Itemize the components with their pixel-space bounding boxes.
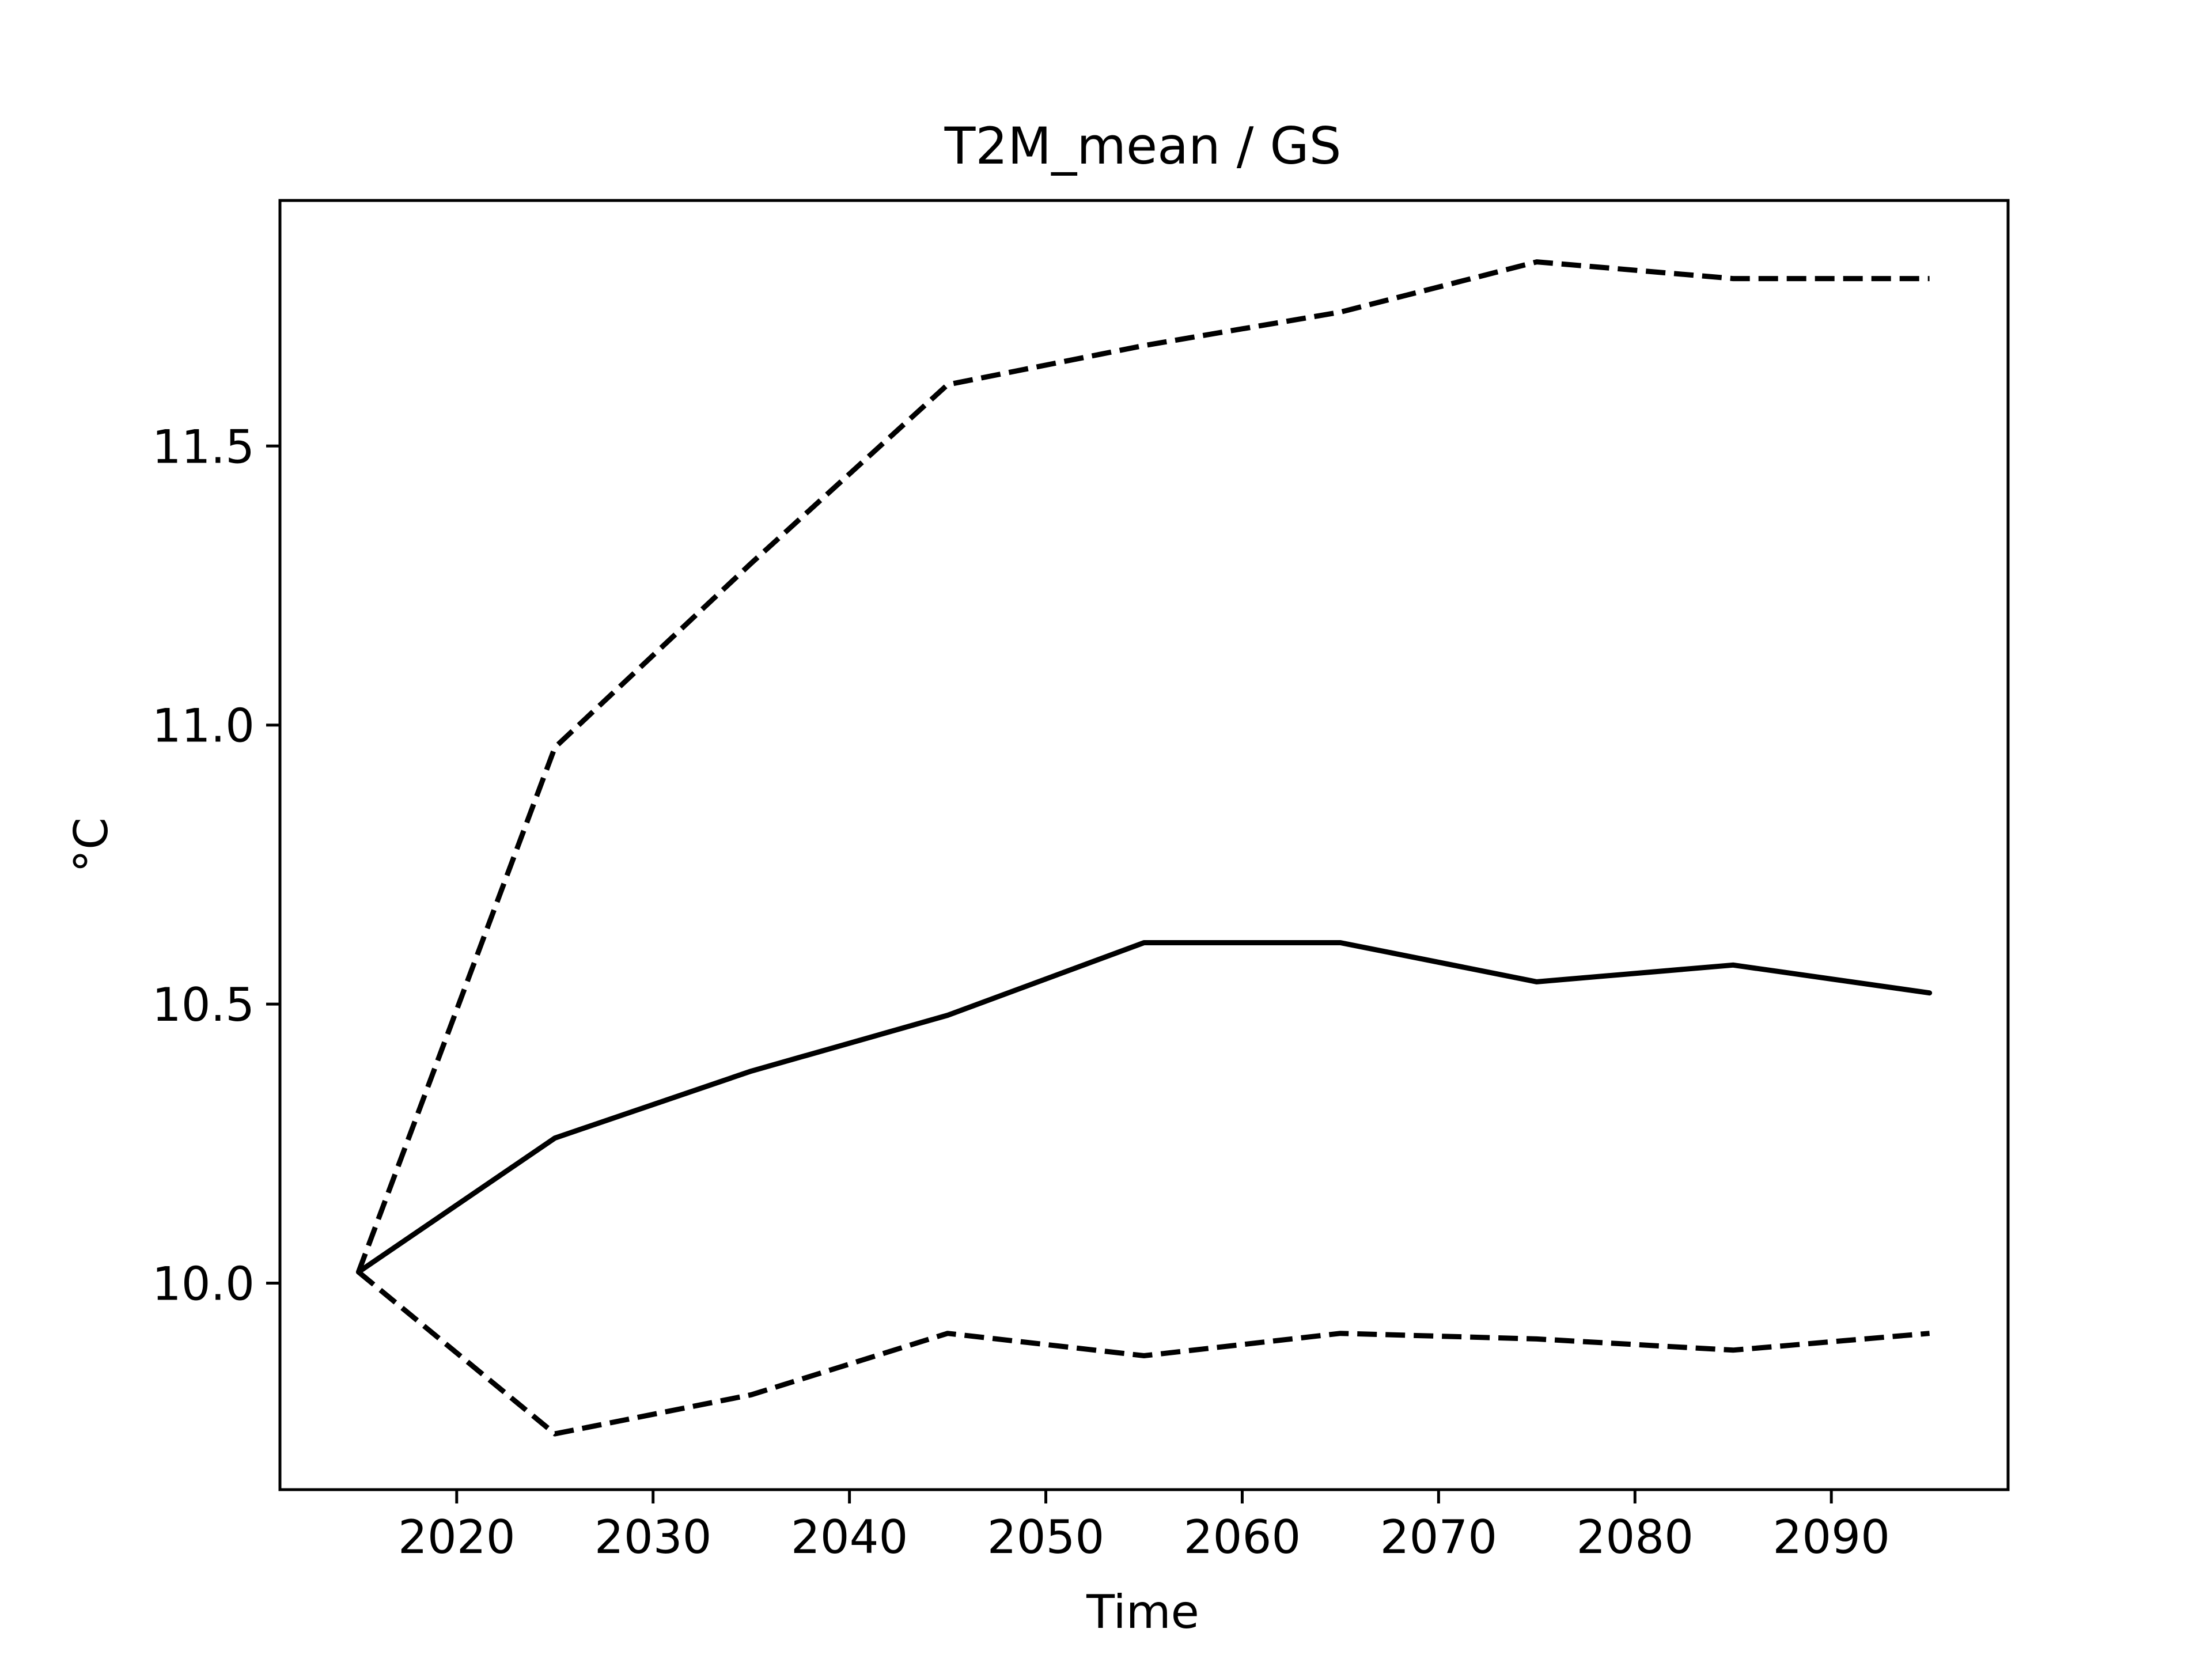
y-tick-label: 10.5 [152,978,255,1032]
x-axis: 2020 2030 2040 2050 2060 2070 2080 2090 [398,1490,1890,1564]
x-tick-label: 2090 [1772,1510,1890,1564]
series-line-dashed-1 [356,259,1930,1273]
x-tick-label: 2030 [594,1510,712,1564]
series-line-solid [355,940,1933,1275]
x-tick-label: 2060 [1184,1510,1301,1564]
x-tick-label: 2020 [398,1510,516,1564]
y-tick-label: 10.0 [152,1257,255,1311]
series-layer [355,259,1933,1437]
plot-area [278,199,2010,1491]
x-tick-label: 2070 [1380,1510,1498,1564]
y-axis-label: °C [65,817,118,873]
x-tick-label: 2050 [987,1510,1105,1564]
x-tick-label: 2040 [791,1510,908,1564]
x-axis-label: Time [1086,1585,1199,1639]
chart-title: T2M_mean / GS [944,116,1342,176]
plot-frame [278,199,2010,1491]
x-tick-label: 2080 [1576,1510,1694,1564]
y-tick-label: 11.5 [152,420,255,474]
y-axis: 10.0 10.5 11.0 11.5 [152,420,280,1311]
series-line-dashed-2 [357,1270,1930,1437]
y-tick-label: 11.0 [152,699,255,753]
